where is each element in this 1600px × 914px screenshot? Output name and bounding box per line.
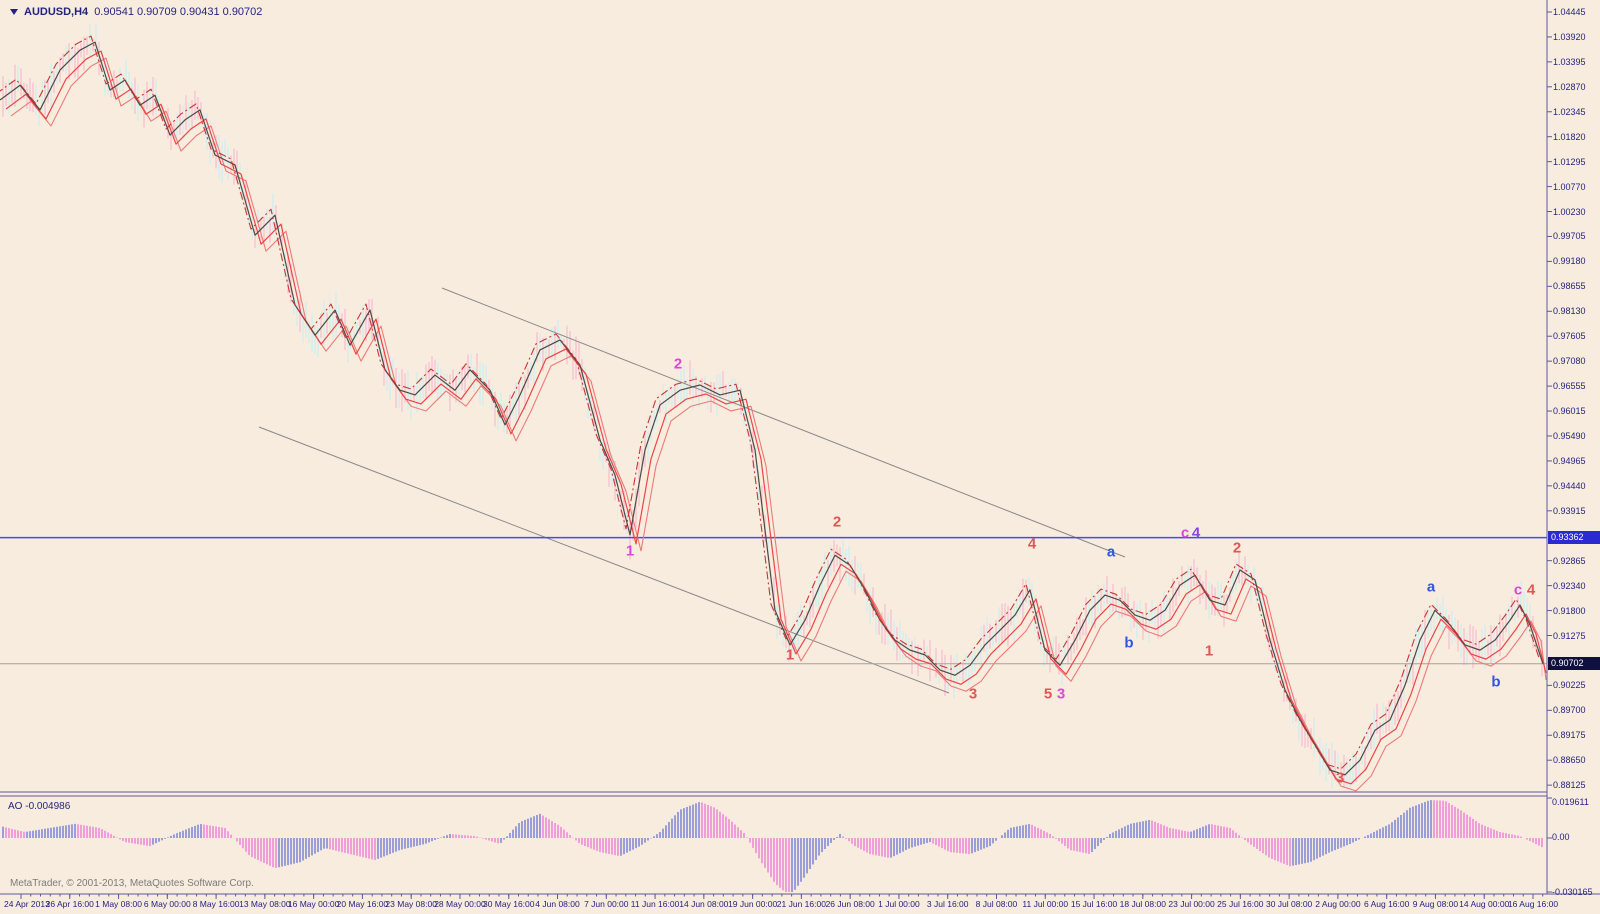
time-axis-label: 1 May 08:00 [95,899,142,909]
price-axis-label: 0.98130 [1553,306,1586,317]
wave-label-4[interactable]: 4 [1191,524,1201,542]
chart-header: AUDUSD,H4 0.90541 0.90709 0.90431 0.9070… [10,4,262,20]
ao-indicator-value: -0.004986 [25,801,71,812]
price-axis-label: 0.96555 [1553,381,1586,392]
time-axis-label: 11 Jul 00:00 [1022,899,1069,909]
time-axis-label: 20 May 16:00 [336,899,389,909]
price-axis-label: 0.97080 [1553,356,1586,367]
price-axis-label: 0.92340 [1553,580,1586,591]
time-axis-label: 28 May 00:00 [434,899,486,909]
wave-label-4[interactable]: 4 [1027,535,1037,553]
time-axis-label: 4 Jun 08:00 [535,899,580,909]
time-axis-label: 8 May 16:00 [192,899,240,909]
price-axis-label: 0.89700 [1553,705,1586,716]
price-axis-label: 1.01820 [1553,131,1586,142]
wave-label-1[interactable]: 1 [1204,642,1214,660]
ao-indicator-header: AO -0.004986 [8,801,70,812]
time-axis-label: 19 Jun 00:00 [728,899,778,909]
wave-label-a[interactable]: a [1106,543,1116,561]
time-axis-label: 24 Apr 2013 [4,899,50,909]
time-axis-label: 14 Aug 00:00 [1459,899,1510,909]
price-axis-label: 1.00770 [1553,181,1586,192]
price-tag-current-bid: 0.90702 [1548,657,1600,670]
time-axis-label: 9 Aug 08:00 [1412,899,1459,909]
symbol-dropdown-icon[interactable] [10,9,18,15]
wave-label-1[interactable]: 1 [625,542,635,560]
time-axis-label: 25 Jul 16:00 [1217,899,1264,909]
chart-ohlc-values: 0.90541 0.90709 0.90431 0.90702 [94,6,263,18]
time-axis-label: 14 Jun 08:00 [679,899,729,909]
price-axis-label: 0.89175 [1553,730,1586,741]
price-axis-label: 0.98655 [1553,281,1586,292]
wave-label-a[interactable]: a [1426,578,1436,596]
time-axis-label: 26 Apr 16:00 [45,899,94,909]
price-axis-label: 0.92865 [1553,555,1586,566]
wave-label-2[interactable]: 2 [832,513,842,531]
ao-scale-max: 0.019611 [1552,797,1589,807]
ao-scale-zero: 0.00 [1552,832,1570,842]
time-axis-label: 21 Jun 16:00 [776,899,826,909]
price-axis-label: 0.88125 [1553,780,1586,791]
price-axis-label: 1.02870 [1553,81,1586,92]
price-axis-label: 1.04445 [1553,7,1586,17]
time-axis-label: 30 May 16:00 [482,899,535,909]
price-axis-label: 1.03395 [1553,56,1586,67]
price-axis-label: 1.02345 [1553,106,1586,117]
wave-label-b[interactable]: b [1491,673,1501,691]
time-axis-label: 11 Jun 16:00 [630,899,680,909]
wave-label-5[interactable]: 5 [1043,685,1053,703]
wave-label-3[interactable]: 3 [1056,685,1066,703]
time-axis-label: 23 May 08:00 [385,899,437,909]
price-axis-label: 0.94965 [1553,455,1586,466]
wave-label-1[interactable]: 1 [785,646,795,664]
time-axis-label: 1 Jul 00:00 [878,899,920,909]
ao-scale-min: -0.030165 [1552,887,1593,897]
time-axis-label: 8 Jul 08:00 [975,899,1018,909]
time-axis-label: 3 Jul 16:00 [926,899,969,909]
price-axis-label: 0.88650 [1553,755,1586,766]
price-axis-label: 0.90225 [1553,680,1586,691]
price-axis-label: 0.99705 [1553,231,1586,242]
wave-label-3[interactable]: 3 [1335,769,1345,787]
price-axis-label: 0.91800 [1553,605,1586,616]
wave-label-2[interactable]: 2 [1232,539,1242,557]
price-axis-label: 0.95490 [1553,430,1586,441]
price-axis-label: 0.91275 [1553,630,1586,641]
price-axis-label: 1.00230 [1553,206,1586,217]
price-tag-line-object: 0.93362 [1548,531,1600,544]
wave-label-4[interactable]: 4 [1526,581,1536,599]
time-axis-label: 23 Jul 00:00 [1168,899,1215,909]
time-axis-label: 13 May 08:00 [239,899,291,909]
price-axis-label: 1.01295 [1553,156,1586,167]
wave-label-c[interactable]: c [1180,524,1190,542]
time-axis-label: 15 Jul 16:00 [1070,899,1118,909]
time-axis-label: 6 Aug 16:00 [1363,899,1410,909]
time-axis-label: 7 Jun 00:00 [584,899,629,909]
time-axis-label: 2 Aug 00:00 [1315,899,1361,909]
wave-label-b[interactable]: b [1124,634,1134,652]
price-axis-label: 0.94440 [1553,480,1586,491]
price-axis-label: 0.97605 [1553,331,1586,342]
time-axis-label: 6 May 00:00 [143,899,191,909]
price-axis-label: 0.93915 [1553,505,1586,516]
wave-label-3[interactable]: 3 [968,685,978,703]
price-axis-label: 0.96015 [1553,406,1586,417]
time-axis-label: 26 Jun 08:00 [825,899,875,909]
wave-label-c[interactable]: c [1513,581,1523,599]
wave-label-2[interactable]: 2 [673,355,683,373]
time-axis-label: 16 May 00:00 [287,899,340,909]
time-axis-label: 16 Aug 16:00 [1507,899,1559,909]
time-axis-label: 18 Jul 08:00 [1119,899,1166,909]
chart-title: AUDUSD,H4 [24,6,89,18]
ao-indicator-name: AO [8,801,23,812]
price-axis-label: 0.99180 [1553,256,1586,267]
copyright-notice: MetaTrader, © 2001-2013, MetaQuotes Soft… [10,878,254,889]
time-axis-label: 30 Jul 08:00 [1265,899,1313,909]
price-axis-label: 1.03920 [1553,31,1586,42]
